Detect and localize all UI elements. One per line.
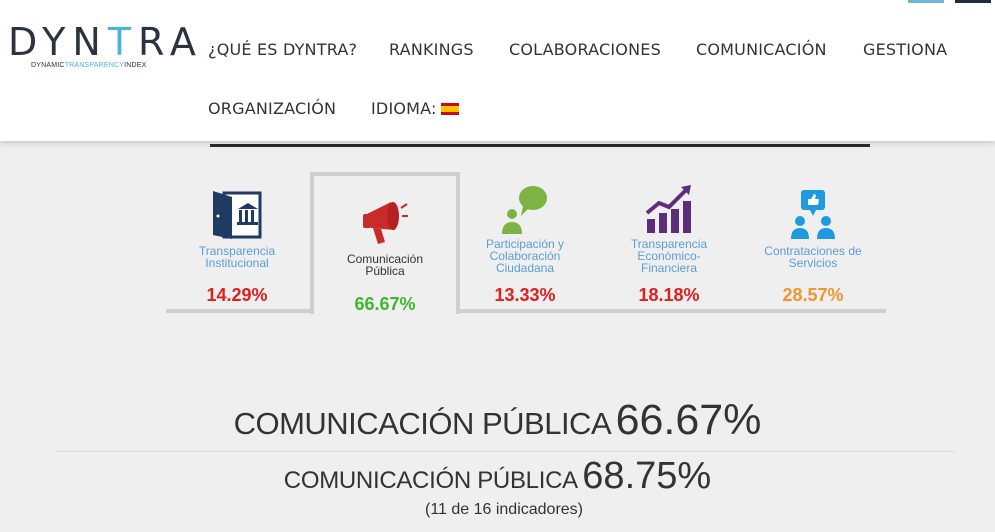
subheadline-title: COMUNICACIÓN PÚBLICA [283,467,578,494]
section-headline: COMUNICACIÓN PÚBLICA 66.67% [0,396,995,445]
headline-divider [55,451,955,452]
nav-que-es[interactable]: ¿QUÉ ES DYNTRA? [208,40,358,59]
indicator-count: (11 de 16 indicadores) [424,501,584,518]
nav-gestiona[interactable]: GESTIONA [863,40,948,59]
tabs-baseline [166,309,886,313]
tab-percentage: 14.29% [206,285,268,305]
tab-percentage: 28.57% [782,285,844,305]
subheadline-value: 68.75% [582,455,712,497]
speech-person-icon [502,186,547,234]
idioma-label: IDIOMA: [371,99,437,118]
headline-value: 66.67% [615,396,762,444]
tab-participacion[interactable]: Participación y Colaboración Ciudadana 13.… [454,176,596,311]
nav-comunicacion[interactable]: COMUNICACIÓN [696,40,827,59]
tab-label: Transparencia Institucional [198,244,276,270]
logo-wordmark: DYNTRA [8,20,203,64]
tab-comunicacion-publica[interactable]: Comunicación Pública 66.67% [310,172,460,314]
top-action-button-2[interactable] [955,0,991,3]
top-action-button-1[interactable] [908,0,944,3]
thumbs-up-people-icon [791,190,835,239]
tab-contrataciones[interactable]: Contrataciones de Servicios 28.57% [742,176,884,311]
section-subheadline: COMUNICACIÓN PÚBLICA 68.75% [0,455,995,498]
dyntra-logo[interactable]: DYNTRA DYNAMICTRANSPARENCYINDEX [8,20,196,74]
megaphone-icon [363,202,408,244]
tab-label: Transparencia Económico- Financiera [630,237,708,275]
growth-chart-icon [645,185,691,233]
tab-economico-financiera[interactable]: Transparencia Económico- Financiera 18.18% [598,176,740,311]
door-bank-icon [213,191,262,239]
nav-colaboraciones[interactable]: COLABORACIONES [509,40,661,59]
tab-transparencia-institucional[interactable]: Transparencia Institucional 14.29% [166,176,308,311]
tab-percentage: 18.18% [638,285,700,305]
site-header: DYNTRA DYNAMICTRANSPARENCYINDEX ¿QUÉ ES … [0,0,995,141]
headline-title: COMUNICACIÓN PÚBLICA [233,406,612,441]
tab-label: Participación y Colaboración Ciudadana [485,237,565,275]
nav-organizacion[interactable]: ORGANIZACIÓN [208,99,337,118]
underlying-bar [210,128,870,147]
nav-rankings[interactable]: RANKINGS [389,40,474,59]
spain-flag-icon [440,103,459,115]
tab-percentage: 66.67% [354,294,416,314]
logo-tagline: DYNAMICTRANSPARENCYINDEX [31,62,147,69]
nav-idioma[interactable]: IDIOMA: [371,99,459,118]
tab-label: Contrataciones de Servicios [764,244,862,270]
tab-percentage: 13.33% [494,285,556,305]
tab-label: Comunicación Pública [346,252,424,278]
